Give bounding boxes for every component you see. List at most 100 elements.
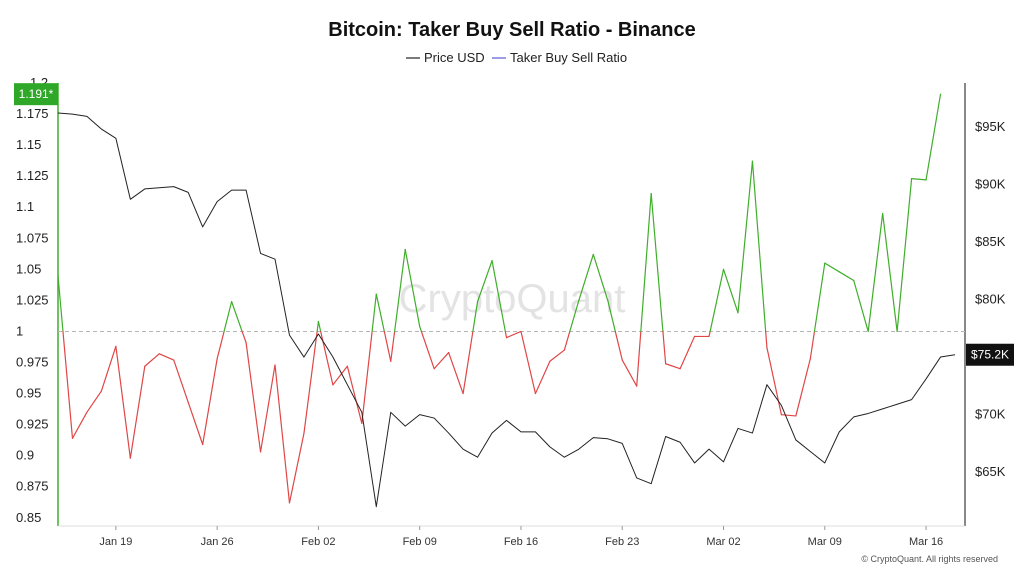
legend-label-price: Price USD bbox=[424, 50, 485, 65]
right-tick-label: $95K bbox=[975, 119, 1006, 134]
ratio-line-segment bbox=[462, 330, 474, 395]
legend: Price USD Taker Buy Sell Ratio bbox=[406, 50, 627, 65]
watermark: CryptoQuant bbox=[399, 277, 626, 321]
ratio-line-segment bbox=[766, 347, 782, 416]
value-badges: 1.191* $75.2K bbox=[14, 83, 1014, 366]
ratio-line-segment bbox=[115, 345, 131, 459]
price-value-badge bbox=[966, 343, 1014, 366]
left-tick-label: 1.05 bbox=[16, 261, 41, 276]
ratio-line-segment bbox=[223, 301, 233, 333]
ratio-line-segment bbox=[62, 330, 74, 439]
ratio-line-segment bbox=[390, 330, 396, 362]
ratio-line-segment bbox=[737, 160, 754, 314]
left-tick-label: 1.175 bbox=[16, 106, 49, 121]
ratio-line-segment bbox=[404, 248, 421, 328]
left-tick-label: 1.025 bbox=[16, 292, 49, 307]
ratio-line-segment bbox=[100, 345, 117, 392]
left-tick-label: 0.975 bbox=[16, 355, 49, 370]
ratio-line-segment bbox=[505, 330, 522, 339]
ratio-line-segment bbox=[824, 262, 840, 273]
ratio-line-segment bbox=[650, 192, 664, 333]
left-tick-label: 0.9 bbox=[16, 448, 34, 463]
ratio-line-segment bbox=[320, 330, 334, 386]
ratio-line-segment bbox=[679, 335, 696, 370]
ratio-line-segment bbox=[708, 330, 711, 338]
x-tick-label: Jan 19 bbox=[99, 536, 132, 548]
ratio-line-segment bbox=[245, 342, 262, 453]
ratio-line-segment bbox=[925, 93, 942, 181]
ratio-line-segment bbox=[57, 274, 64, 333]
ratio-value-badge-label: 1.191* bbox=[19, 87, 54, 101]
ratio-line-segment bbox=[549, 349, 565, 362]
ratio-line-segment bbox=[274, 364, 291, 504]
ratio-line-segment bbox=[665, 363, 681, 370]
ratio-value-badge bbox=[14, 83, 58, 106]
ratio-line-segment bbox=[394, 248, 406, 333]
ratio-line-segment bbox=[448, 351, 464, 395]
ratio-line-segment bbox=[867, 212, 884, 333]
ratio-line-segment bbox=[563, 330, 571, 351]
ratio-line-segment bbox=[838, 271, 855, 282]
x-tick-label: Mar 02 bbox=[706, 536, 740, 548]
legend-label-ratio: Taker Buy Sell Ratio bbox=[510, 50, 627, 65]
price-series bbox=[57, 112, 956, 508]
ratio-line-segment bbox=[158, 353, 175, 361]
right-tick-label: $65K bbox=[975, 464, 1006, 479]
ratio-line-segment bbox=[813, 262, 826, 333]
ratio-line-segment bbox=[640, 192, 652, 333]
left-tick-label: 1.125 bbox=[16, 168, 49, 183]
ratio-line-segment bbox=[173, 359, 189, 403]
price-line bbox=[57, 112, 956, 508]
right-tick-label: $90K bbox=[975, 176, 1006, 191]
ratio-line-segment bbox=[231, 301, 243, 333]
ratio-line-segment bbox=[896, 178, 913, 333]
ratio-line-segment bbox=[592, 253, 609, 301]
ratio-line-segment bbox=[491, 260, 506, 333]
ratio-line-segment bbox=[216, 330, 225, 360]
ratio-line-segment bbox=[614, 330, 623, 361]
ratio-line-segment bbox=[534, 360, 551, 395]
ratio-line-segment bbox=[765, 330, 768, 349]
left-tick-label: 0.85 bbox=[16, 510, 41, 525]
price-value-badge-label: $75.2K bbox=[971, 348, 1009, 362]
ratio-line-segment bbox=[607, 299, 616, 333]
ratio-line-segment bbox=[303, 330, 318, 434]
ratio-line-segment bbox=[361, 330, 373, 424]
x-tick-label: Mar 09 bbox=[808, 536, 842, 548]
ratio-line-segment bbox=[853, 279, 869, 333]
ratio-line-segment bbox=[259, 364, 276, 453]
ratio-line-segment bbox=[910, 178, 927, 181]
axes bbox=[57, 83, 966, 527]
ratio-line-segment bbox=[129, 365, 146, 459]
ratio-line-segment bbox=[288, 432, 305, 504]
left-tick-label: 1.075 bbox=[16, 230, 49, 245]
ratio-line-segment bbox=[144, 353, 160, 367]
left-tick-label: 0.875 bbox=[16, 479, 49, 494]
x-tick-label: Feb 02 bbox=[301, 536, 335, 548]
ratio-line-segment bbox=[86, 390, 103, 413]
right-tick-label: $80K bbox=[975, 291, 1006, 306]
ratio-line-segment bbox=[71, 411, 88, 439]
right-tick-label: $85K bbox=[975, 234, 1006, 249]
x-tick-label: Feb 09 bbox=[403, 536, 437, 548]
ratio-line-segment bbox=[780, 414, 797, 417]
ratio-line-segment bbox=[709, 268, 725, 333]
ratio-line-segment bbox=[476, 260, 493, 303]
ratio-line-segment bbox=[346, 365, 363, 424]
x-tick-label: Jan 26 bbox=[201, 536, 234, 548]
left-tick-label: 0.95 bbox=[16, 386, 41, 401]
ratio-line-segment bbox=[578, 253, 594, 301]
left-tick-label: 1 bbox=[16, 323, 23, 338]
ratio-line-segment bbox=[504, 330, 508, 339]
ratio-line-segment bbox=[332, 365, 348, 386]
ratio-line-segment bbox=[636, 330, 642, 387]
ratio-line-segment bbox=[751, 160, 767, 333]
ratio-line-segment bbox=[809, 330, 816, 360]
ratio-line-segment bbox=[187, 401, 204, 446]
ratio-line-segment bbox=[722, 268, 739, 314]
ratio-line-segment bbox=[420, 330, 435, 370]
ratio-line-segment bbox=[371, 293, 377, 333]
ratio-line-segment bbox=[383, 330, 392, 362]
x-tick-label: Mar 16 bbox=[909, 536, 943, 548]
